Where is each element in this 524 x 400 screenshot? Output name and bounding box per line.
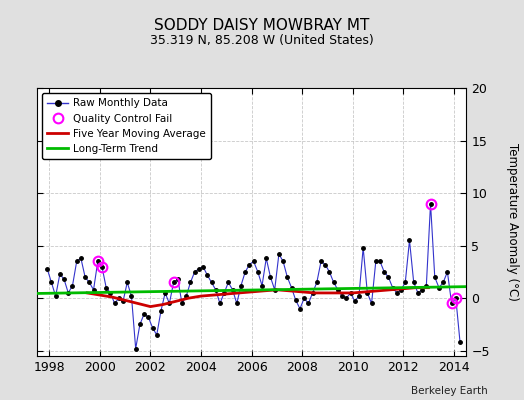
Text: SODDY DAISY MOWBRAY MT: SODDY DAISY MOWBRAY MT (154, 18, 370, 33)
Text: 35.319 N, 85.208 W (United States): 35.319 N, 85.208 W (United States) (150, 34, 374, 47)
Y-axis label: Temperature Anomaly (°C): Temperature Anomaly (°C) (506, 143, 519, 301)
Legend: Raw Monthly Data, Quality Control Fail, Five Year Moving Average, Long-Term Tren: Raw Monthly Data, Quality Control Fail, … (42, 93, 211, 159)
Text: Berkeley Earth: Berkeley Earth (411, 386, 487, 396)
